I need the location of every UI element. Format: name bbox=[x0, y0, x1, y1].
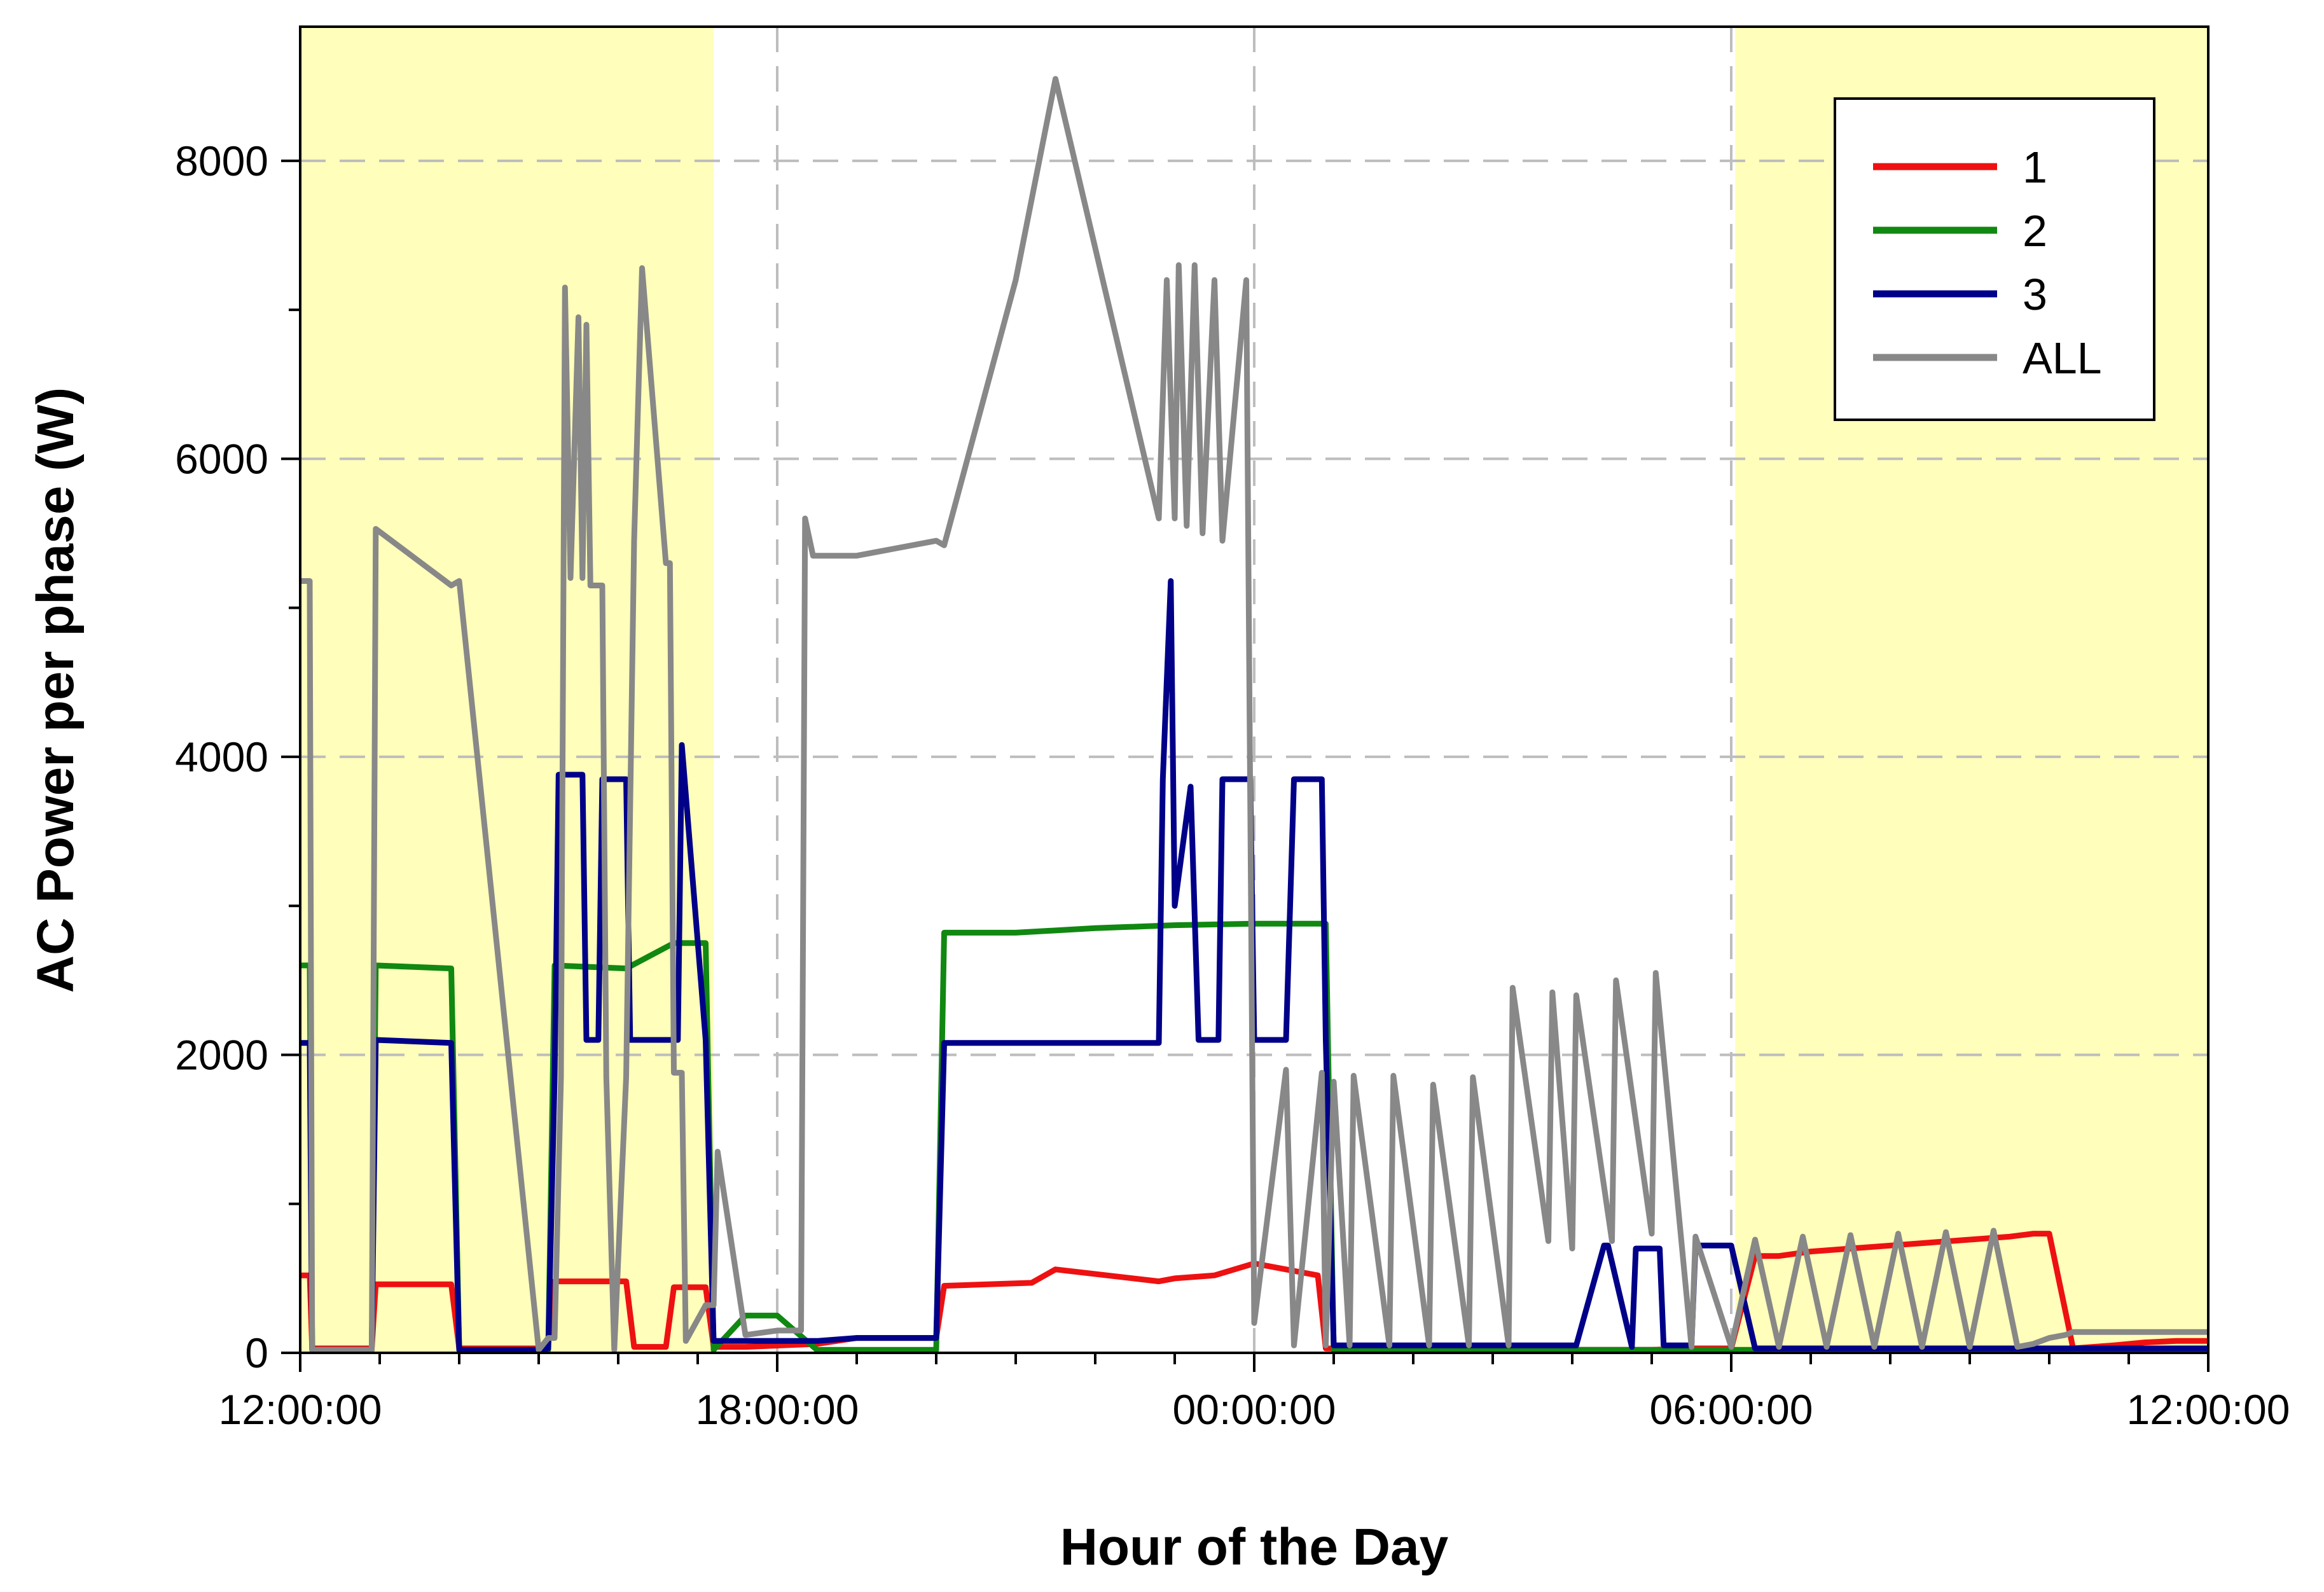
x-tick-label: 18:00:00 bbox=[696, 1386, 859, 1433]
series-line-2 bbox=[300, 920, 2208, 1353]
x-tick-label: 12:00:00 bbox=[2127, 1386, 2290, 1433]
y-tick-label: 2000 bbox=[175, 1031, 268, 1078]
x-tick-label: 06:00:00 bbox=[1650, 1386, 1813, 1433]
x-tick-label: 12:00:00 bbox=[219, 1386, 382, 1433]
x-axis: 12:00:00 18:00:00 00:00:00 06:00:00 12:00:00 bbox=[219, 1352, 2290, 1433]
y-tick-label: 6000 bbox=[175, 435, 268, 482]
y-tick-label: 0 bbox=[245, 1329, 268, 1376]
y-axis-title: AC Power per phase (W) bbox=[27, 387, 85, 993]
series-line-3 bbox=[300, 578, 2208, 1353]
x-axis-title: Hour of the Day bbox=[1060, 1518, 1449, 1576]
series-line-all bbox=[300, 76, 2208, 1353]
daylight-shading bbox=[300, 27, 2208, 1353]
x-tick-label: 00:00:00 bbox=[1173, 1386, 1336, 1433]
series-lines bbox=[300, 76, 2208, 1353]
y-axis: 0 2000 4000 6000 8000 bbox=[175, 27, 301, 1376]
legend-label-2: 2 bbox=[2023, 206, 2047, 256]
y-tick-label: 8000 bbox=[175, 137, 268, 184]
legend-label-1: 1 bbox=[2023, 142, 2047, 192]
legend-label-all: ALL bbox=[2023, 333, 2102, 383]
legend: 1 2 3 ALL bbox=[1834, 97, 2155, 421]
legend-label-3: 3 bbox=[2023, 270, 2047, 319]
y-tick-label: 4000 bbox=[175, 733, 268, 780]
daylight-band-0 bbox=[300, 27, 714, 1353]
legend-box bbox=[1834, 97, 2155, 421]
